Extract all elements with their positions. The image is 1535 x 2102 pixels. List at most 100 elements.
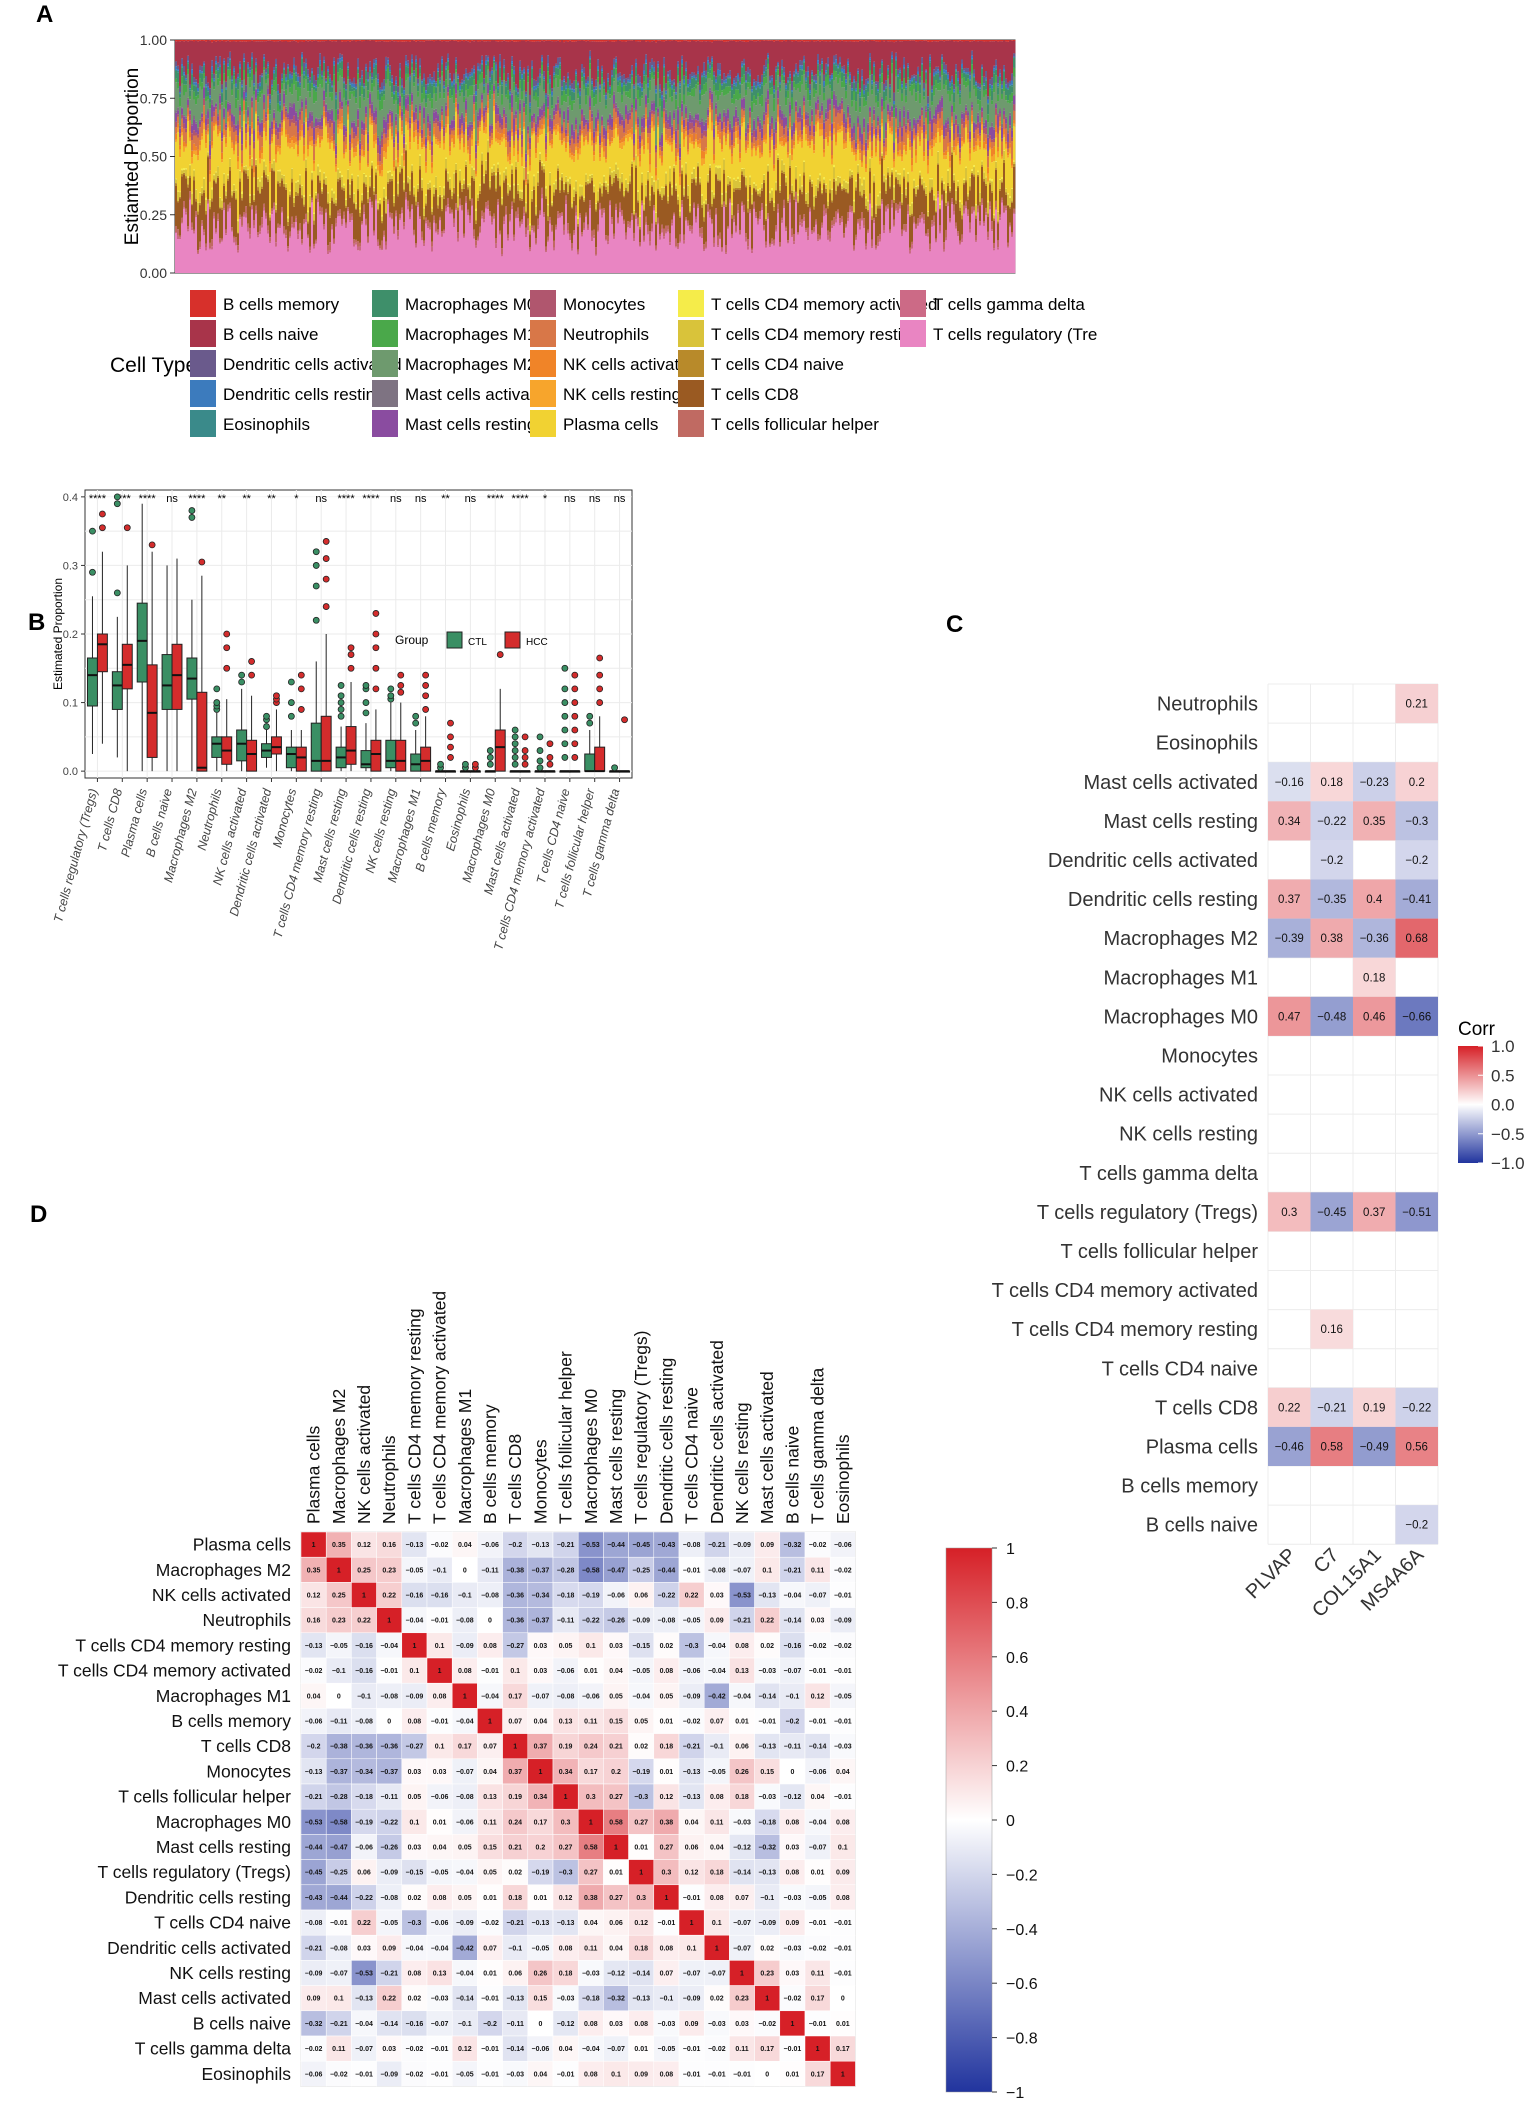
bar-segment bbox=[205, 76, 208, 85]
bar-segment bbox=[591, 121, 594, 133]
bar-segment bbox=[465, 116, 468, 123]
bar-segment bbox=[409, 211, 412, 218]
bar-segment bbox=[187, 229, 190, 232]
bar-segment bbox=[405, 144, 408, 150]
bar-segment bbox=[617, 80, 620, 82]
bar-segment bbox=[197, 40, 200, 42]
bar-segment bbox=[437, 68, 440, 72]
bar-segment bbox=[381, 147, 384, 164]
bar-segment bbox=[335, 226, 338, 273]
bar-segment bbox=[187, 41, 190, 56]
bar-segment bbox=[571, 123, 574, 125]
bar-segment bbox=[239, 67, 242, 69]
bar-segment bbox=[591, 174, 594, 178]
bar-segment bbox=[493, 60, 496, 64]
bar-segment bbox=[495, 173, 498, 176]
bar-segment bbox=[441, 56, 444, 60]
bar-segment bbox=[623, 223, 626, 273]
bar-segment bbox=[349, 197, 352, 214]
bar-segment bbox=[561, 140, 564, 144]
bar-segment bbox=[495, 69, 498, 71]
bar-segment bbox=[579, 104, 582, 110]
bar-segment bbox=[453, 222, 456, 228]
bar-segment bbox=[489, 79, 492, 82]
bar-segment bbox=[319, 65, 322, 75]
bar-segment bbox=[455, 72, 458, 83]
bar-segment bbox=[369, 176, 372, 187]
bar-segment bbox=[419, 169, 422, 217]
bar-segment bbox=[519, 40, 522, 42]
bar-segment bbox=[537, 124, 540, 128]
bar-segment bbox=[547, 132, 550, 205]
bar-segment bbox=[407, 65, 410, 68]
bar-segment bbox=[497, 107, 500, 115]
bar-segment bbox=[419, 41, 422, 59]
bar-segment bbox=[323, 100, 326, 107]
bar-segment bbox=[381, 223, 384, 241]
bar-segment bbox=[599, 88, 602, 90]
bar-segment bbox=[295, 125, 298, 138]
bar-segment bbox=[341, 109, 344, 117]
bar-segment bbox=[371, 77, 374, 79]
bar-segment bbox=[259, 82, 262, 86]
bar-segment bbox=[187, 60, 190, 62]
bar-segment bbox=[233, 154, 236, 185]
bar-segment bbox=[583, 40, 586, 41]
bar-segment bbox=[625, 133, 628, 136]
bar-segment bbox=[185, 176, 188, 179]
bar-segment bbox=[623, 79, 626, 82]
bar-segment bbox=[205, 125, 208, 131]
bar-segment bbox=[445, 115, 448, 125]
bar-segment bbox=[237, 161, 240, 170]
bar-segment bbox=[425, 166, 428, 173]
bar-segment bbox=[623, 197, 626, 220]
bar-segment bbox=[573, 230, 576, 234]
bar-segment bbox=[213, 215, 216, 219]
bar-segment bbox=[311, 41, 314, 69]
bar-segment bbox=[195, 201, 198, 212]
bar-segment bbox=[557, 123, 560, 126]
bar-segment bbox=[187, 63, 190, 70]
bar-segment bbox=[409, 74, 412, 77]
bar-segment bbox=[597, 40, 600, 42]
bar-segment bbox=[285, 235, 288, 239]
bar-segment bbox=[487, 69, 490, 83]
bar-segment bbox=[415, 130, 418, 137]
bar-segment bbox=[289, 143, 292, 149]
bar-segment bbox=[543, 116, 546, 120]
bar-segment bbox=[295, 218, 298, 222]
bar-segment bbox=[191, 125, 194, 134]
bar-segment bbox=[201, 136, 204, 140]
bar-segment bbox=[535, 214, 538, 216]
bar-segment bbox=[401, 167, 404, 169]
bar-segment bbox=[209, 174, 212, 182]
bar-segment bbox=[389, 115, 392, 124]
bar-segment bbox=[531, 198, 534, 202]
bar-segment bbox=[449, 207, 452, 214]
bar-segment bbox=[433, 222, 436, 273]
bar-segment bbox=[505, 81, 508, 84]
bar-segment bbox=[437, 113, 440, 116]
bar-segment bbox=[543, 89, 546, 92]
bar-segment bbox=[345, 149, 348, 153]
bar-segment bbox=[579, 126, 582, 130]
bar-segment bbox=[329, 109, 332, 114]
bar-segment bbox=[521, 130, 524, 135]
bar-segment bbox=[281, 211, 284, 213]
bar-segment bbox=[331, 120, 334, 124]
bar-segment bbox=[567, 77, 570, 79]
bar-segment bbox=[195, 79, 198, 83]
bar-segment bbox=[305, 40, 308, 41]
bar-segment bbox=[603, 176, 606, 183]
bar-segment bbox=[185, 146, 188, 148]
bar-segment bbox=[423, 207, 426, 209]
bar-segment bbox=[501, 256, 504, 273]
bar-segment bbox=[525, 213, 528, 228]
bar-segment bbox=[493, 106, 496, 111]
bar-segment bbox=[389, 170, 392, 172]
bar-segment bbox=[503, 128, 506, 135]
bar-segment bbox=[553, 79, 556, 88]
bar-segment bbox=[219, 109, 222, 126]
bar-segment bbox=[509, 91, 512, 95]
bar-segment bbox=[513, 131, 516, 141]
